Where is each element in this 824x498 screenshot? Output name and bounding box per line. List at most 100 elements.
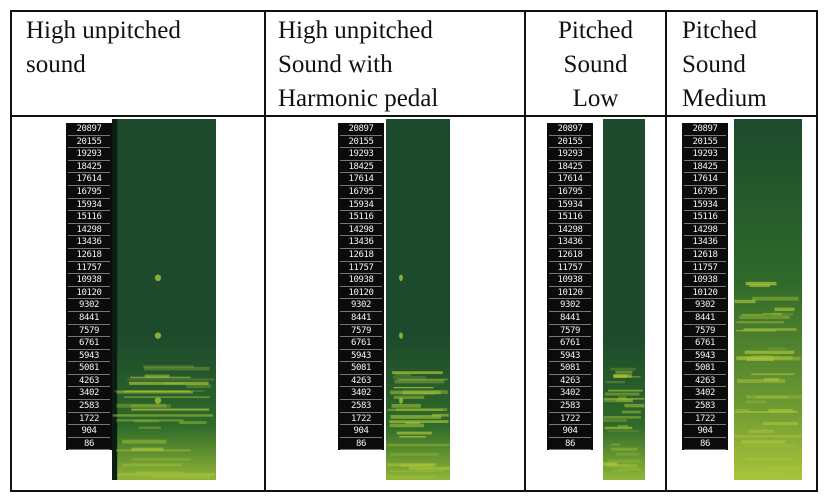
frequency-tick-label: 15116 xyxy=(340,211,382,224)
cell-spectrogram-1: 20897 20155 19293 18425 17614 16795 15934 15116… xyxy=(66,117,216,490)
column-divider xyxy=(665,12,667,490)
frequency-tick-label: 7579 xyxy=(340,325,382,338)
frequency-tick-label: 6761 xyxy=(684,337,726,350)
frequency-tick-label: 86 xyxy=(549,438,591,451)
frequency-axis: 20897 20155 19293 18425 17614 16795 15934 15116… xyxy=(66,123,112,451)
spectrogram-image xyxy=(734,119,802,480)
frequency-tick-label: 15116 xyxy=(684,211,726,224)
frequency-tick-label: 3402 xyxy=(68,387,110,401)
spectrogram-image xyxy=(112,119,216,480)
frequency-tick-label: 9302 xyxy=(549,299,591,312)
frequency-tick-label: 4263 xyxy=(68,375,110,388)
frequency-tick-label: 15934 xyxy=(68,199,110,212)
frequency-tick-label: 7579 xyxy=(68,325,110,338)
cell-spectrogram-3: 20897 20155 19293 18425 17614 16795 15934 15116… xyxy=(547,117,657,490)
frequency-tick-label: 8441 xyxy=(68,312,110,325)
frequency-tick-label: 19293 xyxy=(340,148,382,161)
frequency-tick-label: 11757 xyxy=(684,262,726,275)
frequency-tick-label: 18425 xyxy=(549,161,591,174)
frequency-axis: 20897 20155 19293 18425 17614 16795 15934 15116… xyxy=(338,123,384,451)
frequency-tick-label: 20155 xyxy=(684,136,726,149)
frequency-tick-label: 4263 xyxy=(684,375,726,388)
frequency-tick-label: 11757 xyxy=(549,262,591,275)
frequency-tick-label: 10120 xyxy=(340,287,382,300)
frequency-tick-label: 14298 xyxy=(549,224,591,237)
frequency-axis: 20897 20155 19293 18425 17614 16795 15934 15116… xyxy=(682,123,728,451)
frequency-tick-label: 8441 xyxy=(684,312,726,325)
frequency-tick-label: 12618 xyxy=(684,249,726,262)
frequency-tick-label: 6761 xyxy=(68,337,110,350)
frequency-tick-label: 20897 xyxy=(549,123,591,136)
frequency-tick-label: 9302 xyxy=(340,299,382,312)
frequency-tick-label: 904 xyxy=(549,425,591,438)
heading-high-unpitched-sound: High unpitched sound xyxy=(26,17,181,78)
heading-pitched-sound-medium: Pitched Sound Medium xyxy=(682,17,767,112)
frequency-tick-label: 3402 xyxy=(340,387,382,401)
frequency-tick-label: 11757 xyxy=(340,262,382,275)
frequency-tick-label: 4263 xyxy=(549,375,591,388)
frequency-tick-label: 17614 xyxy=(549,173,591,186)
frequency-tick-label: 6761 xyxy=(549,337,591,350)
frequency-tick-label: 5943 xyxy=(684,350,726,363)
frequency-tick-label: 1722 xyxy=(684,413,726,426)
frequency-tick-label: 5943 xyxy=(68,350,110,363)
frequency-tick-label: 904 xyxy=(340,425,382,438)
frequency-tick-label: 14298 xyxy=(340,224,382,237)
frequency-tick-label: 13436 xyxy=(684,236,726,249)
frequency-tick-label: 12618 xyxy=(68,249,110,262)
cell-spectrogram-2: 20897 20155 19293 18425 17614 16795 15934 15116… xyxy=(338,117,458,490)
frequency-tick-label: 2583 xyxy=(549,400,591,413)
frequency-tick-label: 5081 xyxy=(549,362,591,375)
frequency-tick-label: 20897 xyxy=(68,123,110,136)
frequency-tick-label: 5081 xyxy=(68,362,110,375)
frequency-tick-label: 86 xyxy=(68,438,110,451)
frequency-tick-label: 15116 xyxy=(68,211,110,224)
frequency-tick-label: 10938 xyxy=(68,274,110,287)
frequency-tick-label: 19293 xyxy=(684,148,726,161)
frequency-tick-label: 10938 xyxy=(684,274,726,287)
frequency-tick-label: 1722 xyxy=(340,413,382,426)
frequency-tick-label: 5081 xyxy=(684,362,726,375)
frequency-axis: 20897 20155 19293 18425 17614 16795 15934 15116… xyxy=(547,123,593,451)
frequency-tick-label: 18425 xyxy=(340,161,382,174)
frequency-tick-label: 12618 xyxy=(340,249,382,262)
frequency-tick-label: 7579 xyxy=(684,325,726,338)
frequency-tick-label: 18425 xyxy=(68,161,110,174)
header-divider xyxy=(12,115,816,117)
column-divider xyxy=(524,12,526,490)
frequency-tick-label: 15116 xyxy=(549,211,591,224)
spectrogram-image xyxy=(603,119,645,480)
frequency-tick-label: 17614 xyxy=(684,173,726,186)
frequency-tick-label: 5081 xyxy=(340,362,382,375)
frequency-tick-label: 15934 xyxy=(549,199,591,212)
frequency-tick-label: 17614 xyxy=(340,173,382,186)
frequency-tick-label: 10120 xyxy=(549,287,591,300)
frequency-tick-label: 7579 xyxy=(549,325,591,338)
spectrogram-image xyxy=(386,119,450,480)
frequency-tick-label: 10120 xyxy=(68,287,110,300)
frequency-tick-label: 20155 xyxy=(549,136,591,149)
frequency-tick-label: 8441 xyxy=(549,312,591,325)
frequency-tick-label: 6761 xyxy=(340,337,382,350)
frequency-tick-label: 4263 xyxy=(340,375,382,388)
frequency-tick-label: 9302 xyxy=(684,299,726,312)
frequency-tick-label: 14298 xyxy=(684,224,726,237)
frequency-tick-label: 1722 xyxy=(549,413,591,426)
frequency-tick-label: 17614 xyxy=(68,173,110,186)
frequency-tick-label: 20897 xyxy=(684,123,726,136)
frequency-tick-label: 10938 xyxy=(549,274,591,287)
frequency-tick-label: 20155 xyxy=(340,136,382,149)
frequency-tick-label: 15934 xyxy=(340,199,382,212)
heading-pitched-sound-low: Pitched Sound Low xyxy=(558,17,633,112)
frequency-tick-label: 2583 xyxy=(684,400,726,413)
column-divider xyxy=(264,12,266,490)
frequency-tick-label: 13436 xyxy=(340,236,382,249)
frequency-tick-label: 19293 xyxy=(549,148,591,161)
cell-spectrogram-4: 20897 20155 19293 18425 17614 16795 15934 15116… xyxy=(682,117,814,490)
frequency-tick-label: 1722 xyxy=(68,413,110,426)
frequency-tick-label: 86 xyxy=(684,438,726,451)
frequency-tick-label: 16795 xyxy=(68,186,110,199)
frequency-tick-label: 904 xyxy=(684,425,726,438)
frequency-tick-label: 15934 xyxy=(684,199,726,212)
frequency-tick-label: 19293 xyxy=(68,148,110,161)
